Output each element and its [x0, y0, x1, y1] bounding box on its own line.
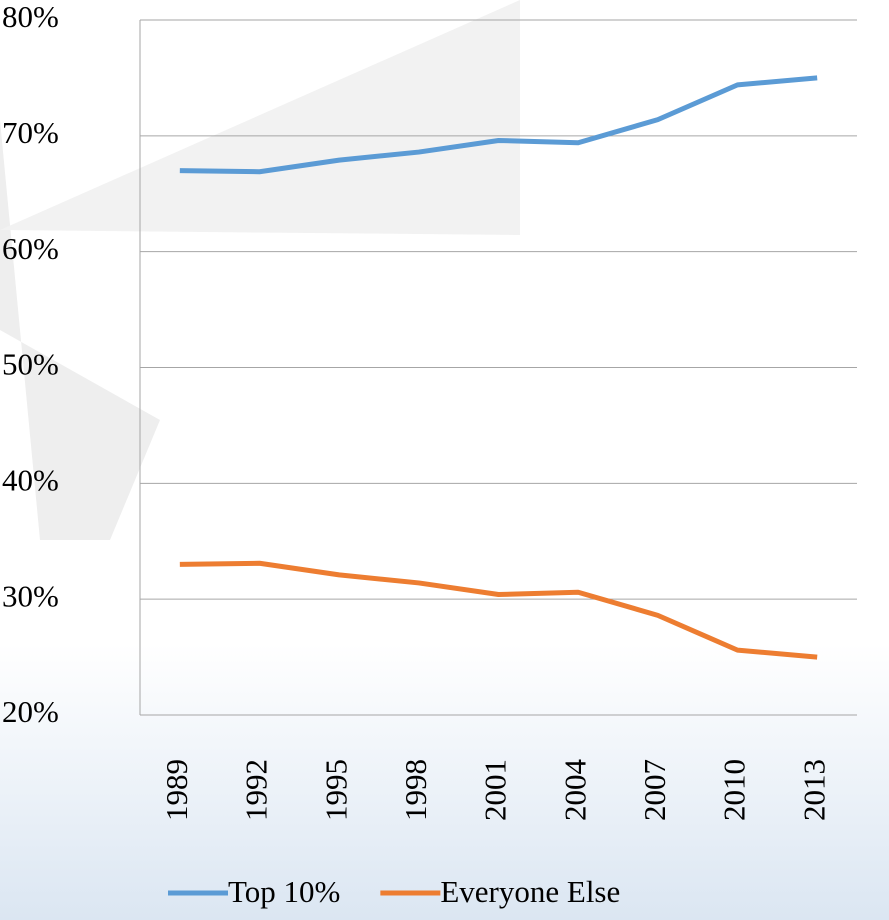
x-tick-label: 2007	[637, 759, 672, 821]
x-tick-label: 2013	[796, 759, 831, 821]
x-tick-label: 2001	[478, 759, 513, 821]
x-tick-label: 1995	[318, 759, 353, 821]
y-tick-label: 40%	[2, 462, 59, 497]
y-tick-label: 80%	[2, 0, 59, 34]
y-tick-label: 60%	[2, 231, 59, 266]
x-tick-label: 1989	[159, 759, 194, 821]
x-tick-label: 1998	[398, 759, 433, 821]
y-tick-label: 30%	[2, 578, 59, 613]
y-tick-label: 50%	[2, 347, 59, 382]
x-tick-label: 1992	[239, 759, 274, 821]
y-tick-label: 70%	[2, 115, 59, 150]
legend-label: Top 10%	[228, 874, 340, 909]
legend-label: Everyone Else	[440, 874, 620, 909]
x-tick-label: 2004	[557, 759, 592, 822]
chart: 20% 30% 40% 50% 60% 70% 80% 1989 1992 1995 1998 200…	[0, 0, 889, 920]
x-tick-label: 2010	[717, 759, 752, 821]
y-tick-label: 20%	[2, 694, 59, 729]
